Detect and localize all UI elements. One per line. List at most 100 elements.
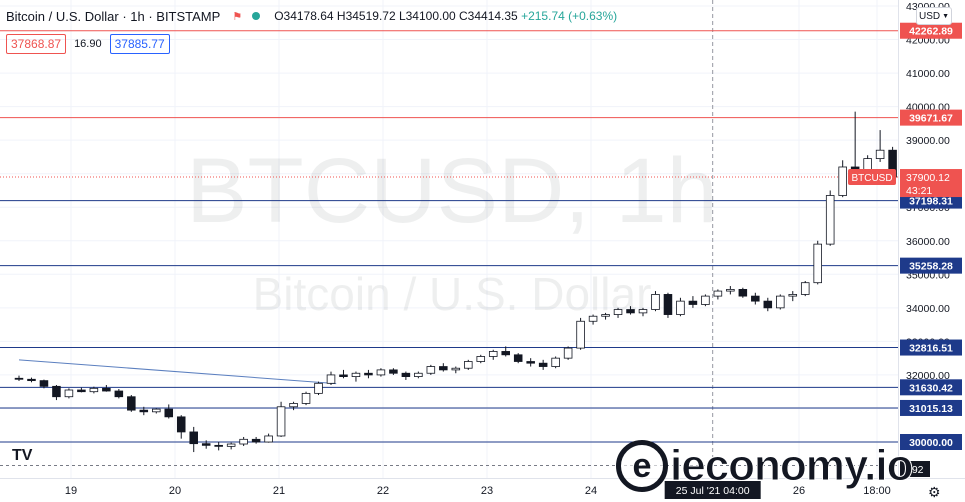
candle-body <box>401 372 411 378</box>
candle-body <box>39 380 49 387</box>
candle-body <box>613 309 623 315</box>
candle-body <box>152 408 161 413</box>
currency-selector[interactable]: USD ▼ <box>916 7 952 25</box>
candle-body <box>451 367 461 371</box>
candle-body <box>27 378 36 382</box>
candle-body <box>176 416 186 433</box>
trendline-segment <box>18 359 337 385</box>
partial-price-label: 292 <box>906 464 924 476</box>
change-text: +215.74 (+0.63%) <box>521 9 618 23</box>
candle-body <box>414 372 423 378</box>
candle-body <box>102 387 111 392</box>
candle-body <box>676 300 685 315</box>
level-label: 30000.00 <box>909 437 953 449</box>
candle-body <box>52 385 61 398</box>
candle-body <box>364 372 373 376</box>
candle-body <box>201 443 211 446</box>
y-tick-label: 34000.00 <box>906 303 950 315</box>
candle-body <box>875 149 885 159</box>
candle-body <box>301 392 311 404</box>
e-logo-icon: e <box>616 440 668 492</box>
x-tick-label: 24 <box>585 485 597 497</box>
gear-icon[interactable]: ⚙ <box>928 484 941 500</box>
candle-body <box>488 351 498 357</box>
level-label: 31630.42 <box>909 382 953 394</box>
watermark-line-1: BTCUSD, 1h <box>186 140 718 242</box>
ohlc-text: O34178.64 H34519.72 L34100.00 C34414.35 <box>274 9 518 23</box>
candle-body <box>763 300 773 309</box>
candle-body <box>651 294 660 310</box>
y-tick-label: 41000.00 <box>906 68 950 80</box>
candle-body <box>326 374 336 384</box>
candle-body <box>314 382 323 394</box>
partial-price-badge <box>900 461 930 477</box>
symbol-title[interactable]: Bitcoin / U.S. Dollar · 1h · BITSTAMP <box>6 8 221 24</box>
flag-icon[interactable]: ⚑ <box>232 10 243 23</box>
candle-body <box>139 409 149 413</box>
spread-value: 16.90 <box>74 38 102 50</box>
candle-body <box>14 377 24 380</box>
grid <box>0 0 898 478</box>
candle-body <box>339 374 348 377</box>
x-tick-label: 19 <box>65 485 77 497</box>
candle-body <box>464 361 473 369</box>
candle-body <box>89 387 99 393</box>
trendline[interactable] <box>18 359 337 385</box>
y-tick-label: 36000.00 <box>906 236 950 248</box>
candle-body <box>376 369 386 376</box>
x-tick-label: 23 <box>481 485 493 497</box>
sell-price-button[interactable]: 37868.87 <box>6 34 67 54</box>
horizontal-levels[interactable] <box>0 30 898 443</box>
y-tick-label: 32000.00 <box>906 370 950 382</box>
candle-body <box>626 309 635 314</box>
candle-body <box>114 390 124 398</box>
candle-body <box>439 366 448 371</box>
candle-body <box>726 288 735 292</box>
candle-body <box>276 406 286 437</box>
countdown-label: 43:21 <box>906 185 932 197</box>
level-badge <box>900 109 962 126</box>
level-label: 35258.28 <box>909 261 953 273</box>
level-label: 37198.31 <box>909 196 953 208</box>
level-badge <box>900 339 962 356</box>
candle-body <box>788 294 798 297</box>
level-label: 39671.67 <box>909 113 953 125</box>
price-scale <box>898 0 965 502</box>
level-badge <box>900 434 962 450</box>
chevron-down-icon: ▼ <box>942 12 950 20</box>
candle-body <box>513 354 523 362</box>
candle-body <box>663 294 673 315</box>
last-price-badge <box>900 169 962 198</box>
candle-body <box>127 396 136 411</box>
tradingview-logo-icon: TV <box>12 447 33 464</box>
symbol-header: Bitcoin / U.S. Dollar · 1h · BITSTAMP ⚑ … <box>6 6 617 26</box>
buy-price-button[interactable]: 37885.77 <box>109 34 170 54</box>
x-tick-label: 18:00 <box>863 485 891 497</box>
level-badge <box>900 399 962 416</box>
candle-body <box>576 320 585 349</box>
candle-body <box>426 366 436 374</box>
brand-watermark: e ieconomy.io <box>616 440 914 492</box>
candles <box>14 111 897 453</box>
candle-body <box>77 389 86 393</box>
x-tick-label: 26 <box>793 485 805 497</box>
currency-label: USD <box>918 10 941 22</box>
crosshair-date-label: 25 Jul '21 04:00 <box>676 485 750 497</box>
candle-body <box>751 295 760 302</box>
crosshair-date-badge <box>664 481 761 499</box>
symbol-watermark: BTCUSD, 1h Bitcoin / U.S. Dollar <box>186 140 718 320</box>
candle-body <box>776 295 785 309</box>
bid-ask-panel: 37868.87 16.90 37885.77 <box>6 34 170 54</box>
watermark-line-2: Bitcoin / U.S. Dollar <box>253 268 652 320</box>
candle-body <box>588 315 598 322</box>
ohlc-values: O34178.64 H34519.72 L34100.00 C34414.35 … <box>274 9 617 23</box>
candle-body <box>226 443 236 447</box>
candle-body <box>738 288 748 297</box>
candle-body <box>825 195 835 245</box>
level-badge <box>900 379 962 396</box>
price-labels: 42262.89 39671.67 37198.31 35258.28 32816.51… <box>848 22 962 477</box>
candle-body <box>526 361 535 364</box>
level-badge <box>900 257 962 274</box>
level-label: 31015.13 <box>909 403 953 415</box>
